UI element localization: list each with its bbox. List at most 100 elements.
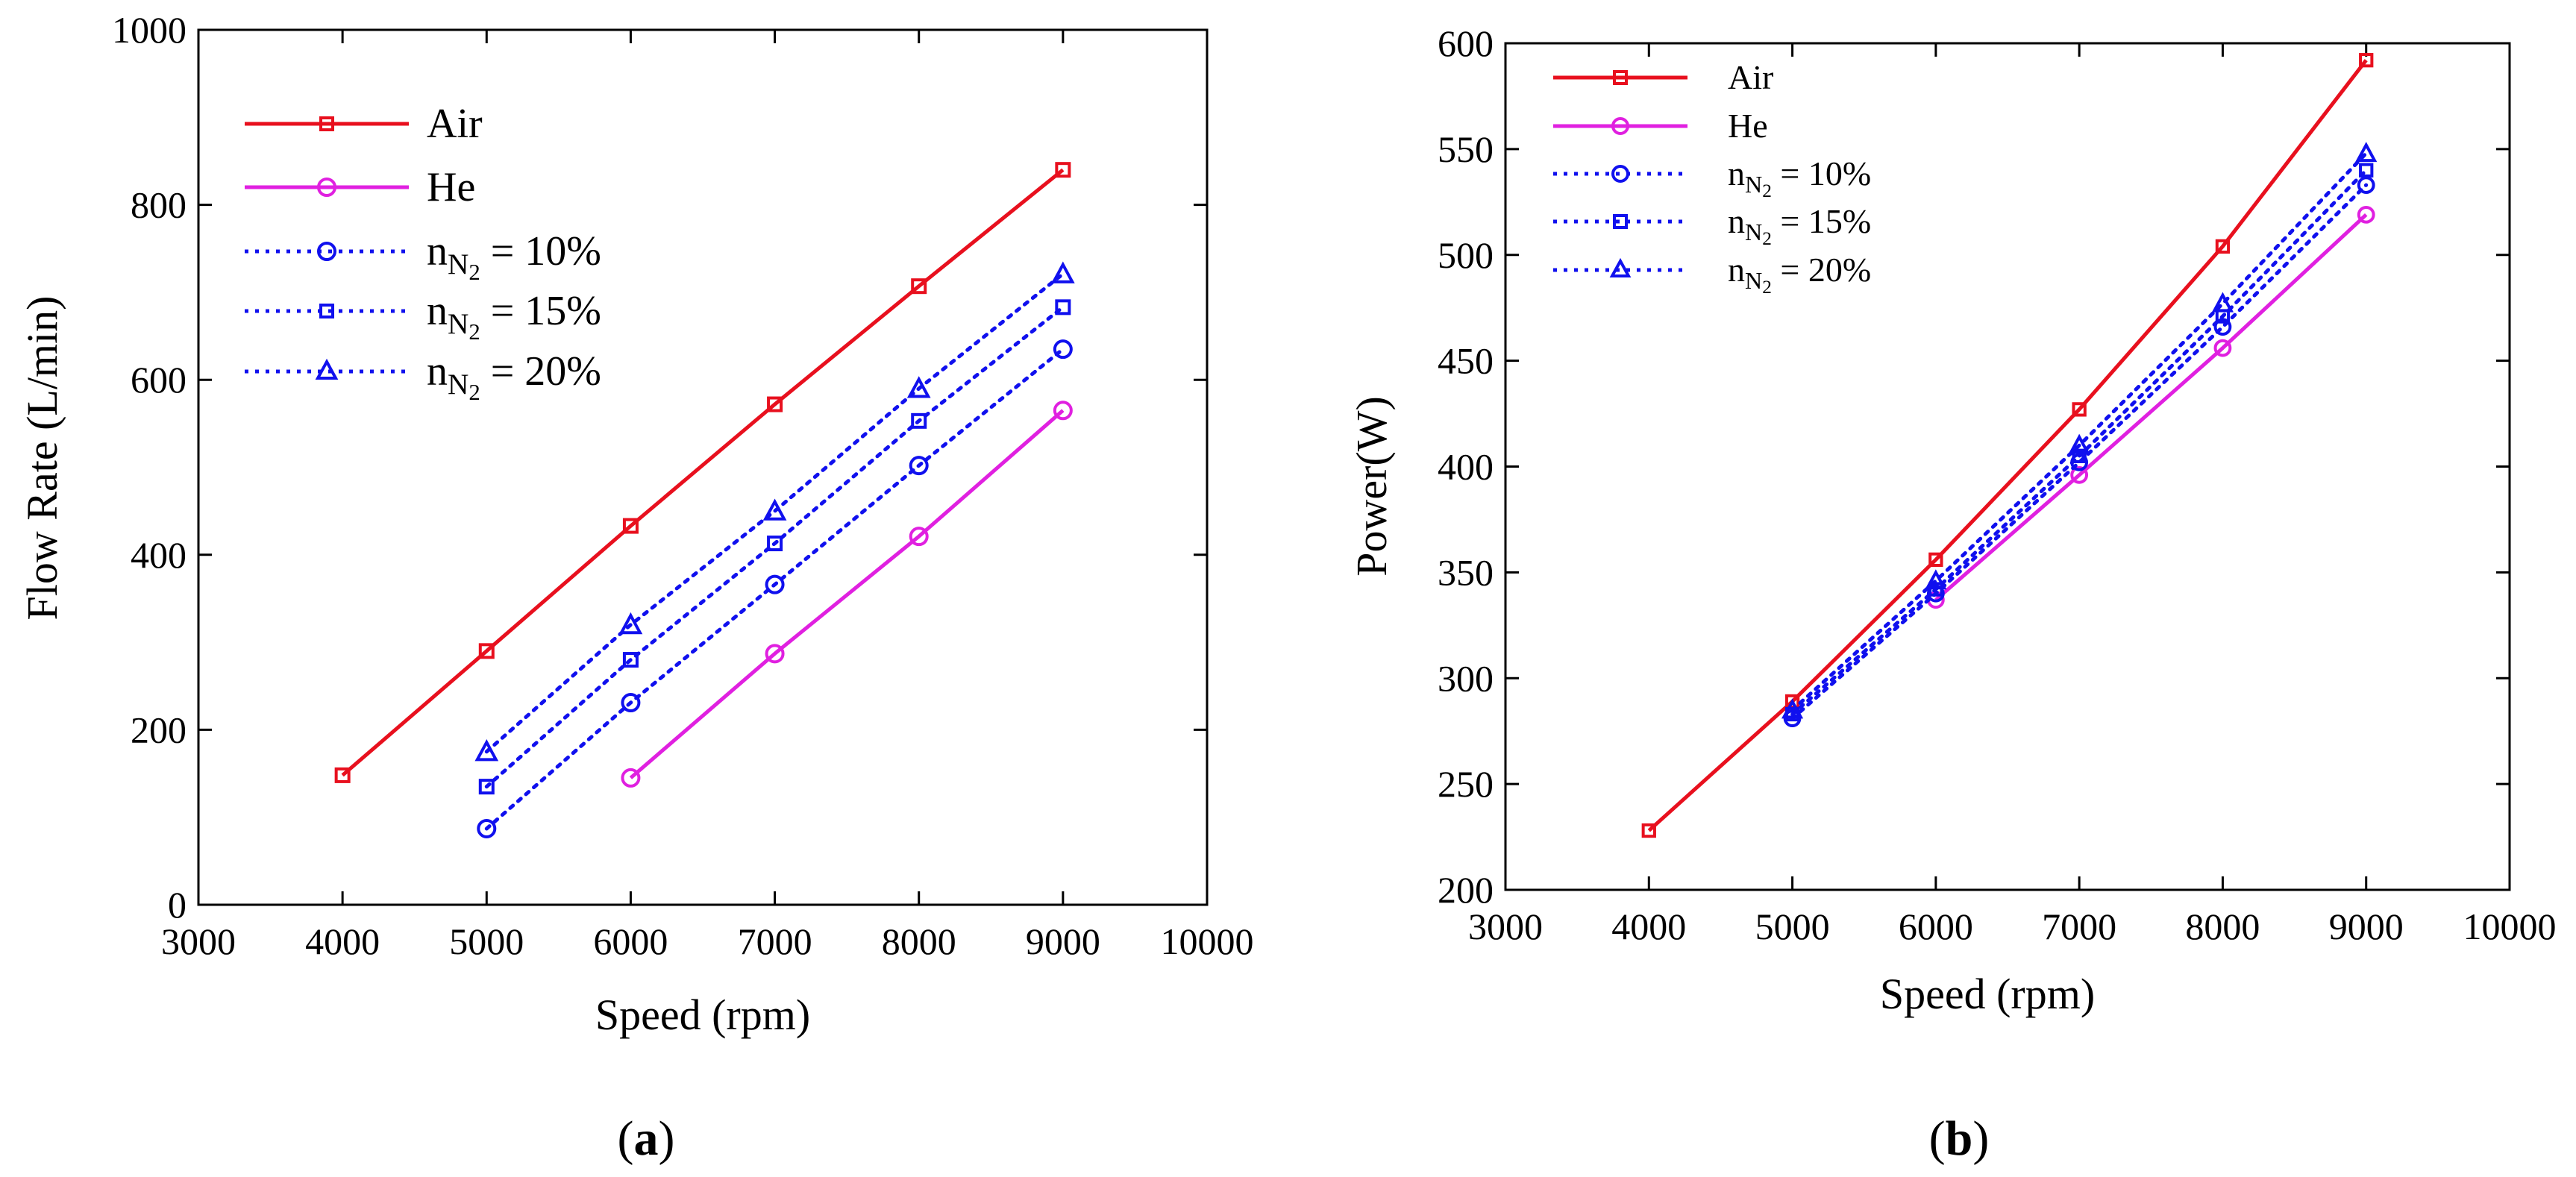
x-tick-label: 5000 bbox=[1755, 905, 1830, 947]
data-point bbox=[2357, 176, 2375, 195]
y-tick-label: 500 bbox=[1438, 234, 1494, 276]
series-line bbox=[484, 347, 1065, 831]
plot-frame bbox=[197, 28, 1209, 906]
x-tick-label: 6000 bbox=[593, 920, 668, 962]
panel-label: (b) bbox=[1929, 1111, 1990, 1166]
data-point bbox=[1928, 552, 1943, 568]
legend-marker bbox=[1613, 70, 1628, 85]
legend-entry-air: Air bbox=[1553, 58, 1773, 96]
data-point bbox=[1051, 261, 1075, 283]
legend-entry-n2-20: nN2 = 20% bbox=[1553, 251, 1871, 298]
data-point bbox=[2215, 239, 2231, 254]
data-point bbox=[909, 527, 929, 547]
series-nn2-10 bbox=[477, 339, 1073, 838]
legend-entry-n2-20: nN2 = 20% bbox=[245, 348, 601, 405]
y-tick-label: 400 bbox=[1438, 446, 1494, 488]
data-point bbox=[618, 612, 643, 635]
y-axis-title: Power(W) bbox=[1347, 396, 1396, 577]
legend-label: He bbox=[1728, 107, 1768, 145]
x-tick-label: 9000 bbox=[1026, 920, 1100, 962]
data-point bbox=[2213, 318, 2232, 336]
data-point bbox=[1925, 569, 1947, 590]
data-point bbox=[2211, 292, 2234, 313]
data-point bbox=[2072, 448, 2087, 463]
x-tick-labels: 3000 4000 5000 6000 7000 8000 9000 10000 bbox=[1468, 905, 2557, 947]
data-point bbox=[765, 644, 785, 664]
chart-panel-b: 3000 4000 5000 6000 7000 8000 9000 10000 200 250… bbox=[1347, 22, 2557, 1166]
y-tick-labels: 200 250 300 350 400 450 500 550 600 bbox=[1438, 22, 1494, 911]
y-tick-label: 350 bbox=[1438, 551, 1494, 593]
legend-marker bbox=[317, 242, 336, 261]
data-point bbox=[1053, 339, 1073, 360]
data-point bbox=[477, 818, 497, 838]
series-air bbox=[334, 162, 1071, 783]
data-point bbox=[2072, 402, 2087, 417]
data-point bbox=[765, 574, 785, 594]
legend-entry-n2-10: nN2 = 10% bbox=[1553, 154, 1871, 201]
y-tick-label: 600 bbox=[131, 359, 187, 401]
data-point bbox=[2359, 53, 2374, 68]
data-point bbox=[478, 643, 495, 659]
series-line bbox=[1790, 151, 2369, 712]
series-line bbox=[484, 305, 1065, 789]
x-tick-label: 10000 bbox=[1161, 920, 1254, 962]
y-tick-label: 450 bbox=[1438, 340, 1494, 382]
series-he bbox=[621, 401, 1073, 788]
series-he bbox=[1926, 205, 2375, 609]
data-point bbox=[474, 739, 499, 762]
legend: Air He nN2 = 10% nN2 = 15% nN2 = 20% bbox=[1553, 58, 1871, 298]
legend-marker bbox=[1613, 214, 1628, 229]
series-line bbox=[1790, 168, 2369, 716]
data-point bbox=[622, 652, 639, 668]
legend-label: nN2 = 20% bbox=[1728, 251, 1871, 298]
data-point bbox=[2355, 142, 2378, 163]
legend-label: Air bbox=[427, 101, 483, 147]
legend-entry-n2-15: nN2 = 15% bbox=[245, 288, 601, 345]
series-nn2-20 bbox=[1781, 142, 2378, 719]
legend-marker bbox=[319, 116, 334, 131]
axes-frame bbox=[1504, 42, 2511, 891]
data-point bbox=[762, 498, 787, 521]
data-point bbox=[911, 412, 927, 429]
x-tick-label: 4000 bbox=[1611, 905, 1686, 947]
x-tick-label: 7000 bbox=[2042, 905, 2116, 947]
x-axis-title: Speed (rpm) bbox=[595, 991, 810, 1039]
axes-frame bbox=[197, 28, 1209, 906]
legend-entry-air: Air bbox=[245, 101, 483, 147]
x-tick-label: 7000 bbox=[738, 920, 812, 962]
x-axis-title: Speed (rpm) bbox=[1880, 970, 2095, 1018]
x-tick-label: 3000 bbox=[1468, 905, 1543, 947]
legend-marker bbox=[315, 358, 339, 380]
series-group bbox=[334, 162, 1075, 838]
legend-marker bbox=[1611, 117, 1629, 135]
series-group bbox=[1641, 53, 2378, 838]
y-tick-label: 800 bbox=[131, 184, 187, 226]
data-point bbox=[1053, 401, 1073, 421]
x-tick-labels: 3000 4000 5000 6000 7000 8000 9000 10000 bbox=[161, 920, 1254, 962]
data-point bbox=[909, 456, 929, 476]
data-point bbox=[767, 396, 783, 412]
legend-entry-he: He bbox=[245, 164, 475, 210]
series-line bbox=[341, 168, 1065, 777]
legend-label: nN2 = 10% bbox=[427, 228, 601, 285]
legend-label: nN2 = 15% bbox=[427, 288, 601, 345]
data-point bbox=[478, 779, 495, 795]
series-nn2-15 bbox=[1784, 163, 2374, 722]
legend-label: He bbox=[427, 164, 475, 210]
y-tick-label: 550 bbox=[1438, 128, 1494, 170]
legend-entry-he: He bbox=[1553, 107, 1768, 145]
x-tick-label: 3000 bbox=[161, 920, 236, 962]
chart-panel-a: 3000 4000 5000 6000 7000 8000 9000 10000 0 200 40… bbox=[18, 9, 1254, 1166]
series-line bbox=[1647, 59, 2368, 832]
data-point bbox=[906, 376, 931, 398]
x-tick-label: 4000 bbox=[305, 920, 380, 962]
panel-label: (a) bbox=[618, 1111, 675, 1166]
legend-marker bbox=[319, 304, 334, 318]
series-nn2-20 bbox=[474, 261, 1075, 762]
data-point bbox=[621, 693, 641, 713]
legend-entry-n2-15: nN2 = 15% bbox=[1553, 202, 1871, 249]
x-tick-label: 5000 bbox=[449, 920, 524, 962]
series-line bbox=[1934, 213, 2368, 602]
y-tick-label: 0 bbox=[168, 884, 187, 926]
data-point bbox=[2070, 465, 2089, 484]
